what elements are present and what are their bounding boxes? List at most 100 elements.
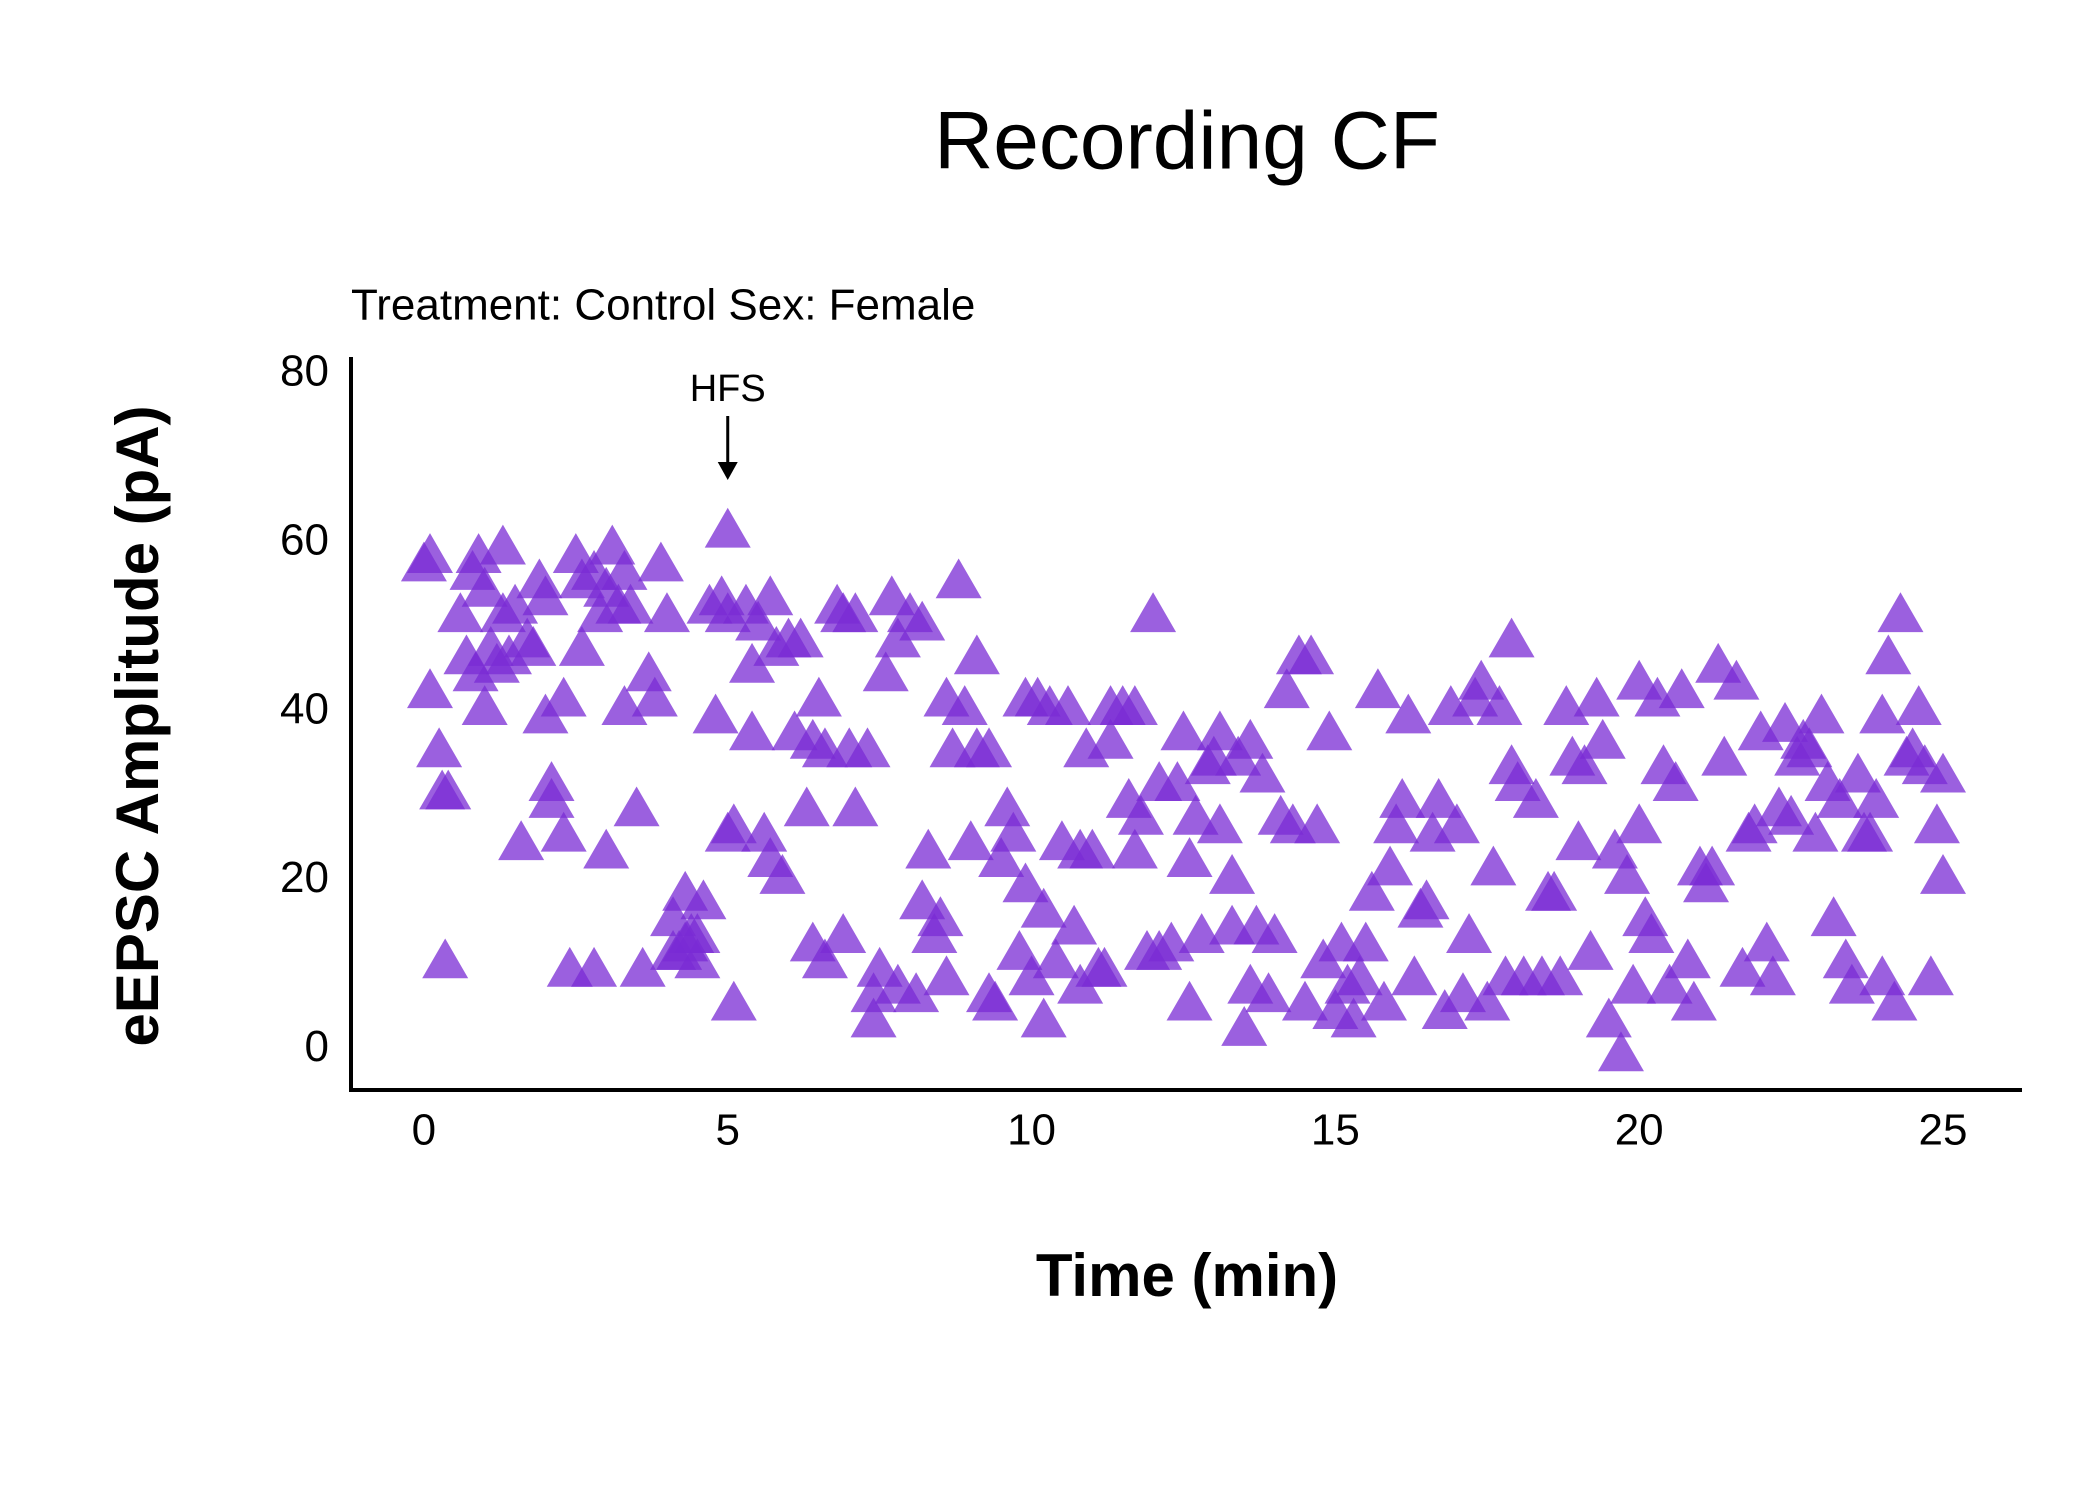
data-point [917,896,964,937]
data-point [406,533,453,573]
data-point [1166,837,1213,877]
data-point [990,811,1037,852]
data-point [1446,913,1493,953]
data-point [1585,997,1632,1038]
data-point [735,600,782,641]
data-point [1415,778,1462,818]
x-tick-label: 25 [1919,1106,1968,1155]
data-point [1367,845,1414,886]
x-tick-label: 5 [715,1106,739,1155]
data-point [1573,676,1620,717]
data-point [1713,659,1760,700]
data-point [1130,592,1177,633]
data-point [1689,845,1736,886]
data-point [1051,904,1098,945]
data-point [832,786,879,827]
data-point [1354,668,1401,709]
data-point [1561,744,1608,785]
data-point [1081,946,1128,987]
data-point [972,980,1019,1021]
data-point [729,710,776,751]
data-point [777,617,824,658]
data-point [1743,921,1790,962]
data-point [1160,710,1207,751]
data-point [1360,980,1407,1021]
data-point [1701,735,1748,776]
data-point [1865,634,1912,675]
data-point [1920,752,1967,793]
data-point [558,626,605,666]
data-point [1020,997,1067,1038]
data-point [631,676,678,717]
data-point [1045,685,1092,725]
x-axis-label: Time (min) [1036,1242,1338,1309]
data-point [1251,913,1298,953]
data-point [1853,778,1900,818]
chart-subtitle: Treatment: Control Sex: Female [351,281,975,330]
y-tick-label: 80 [280,347,329,396]
data-point [1263,668,1310,709]
data-point [406,668,453,709]
data-point [1597,1031,1644,1072]
data-point [1111,828,1158,869]
data-point [1488,617,1535,658]
data-point [540,676,587,717]
data-point [1531,870,1578,911]
data-point [637,541,684,582]
data-point [1020,887,1067,928]
data-point [522,575,569,616]
data-point [710,803,757,844]
x-tick-label: 0 [412,1106,436,1155]
annotation-arrowhead [717,462,738,480]
data-point [692,693,739,734]
data-point [1330,997,1377,1038]
data-point [741,811,788,852]
data-point [1719,946,1766,987]
data-point [1664,938,1711,979]
data-point [953,634,1000,675]
data-point [1087,718,1134,759]
data-point [1871,980,1918,1021]
data-point [1895,685,1942,725]
data-point [844,727,891,768]
data-point [1877,592,1924,633]
data-point [437,592,484,633]
data-point [1458,659,1505,700]
data-point [923,955,970,996]
data-point [1652,761,1699,801]
data-point [978,837,1025,877]
data-point [1336,955,1383,996]
data-point [1379,778,1426,818]
data-point [1433,803,1480,844]
data-point [1306,710,1353,751]
data-point [674,938,721,979]
annotation-label: HFS [690,368,766,410]
data-point [984,786,1031,827]
data-point [935,558,982,599]
data-point [1834,752,1881,793]
data-point [601,550,648,590]
data-point [619,946,666,987]
y-tick-label: 0 [305,1022,329,1071]
data-point [1294,803,1341,844]
data-point [1391,955,1438,996]
data-point [1628,913,1675,953]
data-point [1658,668,1705,709]
chart-title: Recording CF [934,96,1440,187]
data-point [1798,693,1845,734]
data-point [1768,794,1815,835]
data-point [1154,761,1201,801]
data-point [1476,685,1523,725]
data-point [1786,727,1833,768]
data-point [729,642,776,683]
data-point [571,946,618,987]
data-point [783,786,830,827]
data-point [1646,963,1693,1004]
data-point [1196,803,1243,844]
data-point [832,592,879,633]
data-point [795,676,842,717]
data-point [510,626,557,666]
data-point [1385,693,1432,734]
data-point [1749,955,1796,996]
